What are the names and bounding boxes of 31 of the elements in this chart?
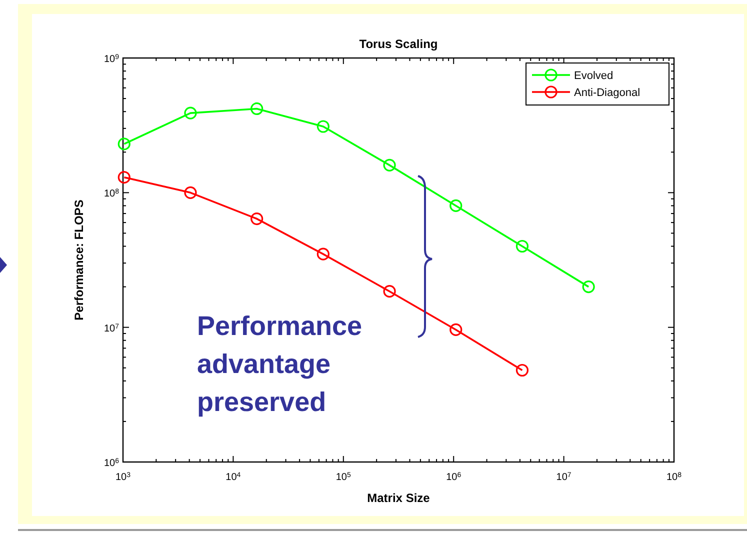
point bbox=[250, 212, 264, 226]
legend-label: Evolved bbox=[574, 70, 614, 82]
point bbox=[316, 120, 330, 133]
x-tick-label: 10$^{4}$ bbox=[226, 472, 241, 483]
y-tick-label: 10$^{7}$ bbox=[104, 322, 120, 334]
y-axis-title: Performance: FLOPS bbox=[72, 200, 86, 320]
point bbox=[582, 280, 595, 294]
point bbox=[516, 364, 529, 377]
point bbox=[450, 323, 462, 336]
point bbox=[184, 186, 197, 199]
x-axis-title: Matrix Size bbox=[367, 491, 430, 505]
point bbox=[450, 199, 462, 212]
point bbox=[250, 102, 264, 116]
point bbox=[118, 138, 130, 150]
legend-label: Anti-Diagonal bbox=[574, 87, 640, 99]
chart-title: Torus Scaling bbox=[359, 37, 438, 51]
y-tick-label: 10$^{8}$ bbox=[104, 188, 120, 200]
x-tick-label: 10$^{8}$ bbox=[666, 472, 682, 483]
point bbox=[516, 240, 529, 253]
point bbox=[118, 171, 130, 184]
y-tick-label: 10$^{6}$ bbox=[104, 458, 120, 469]
x-tick-label: 10$^{3}$ bbox=[115, 472, 131, 483]
y-tick-label: 10$^{9}$ bbox=[104, 54, 120, 65]
point bbox=[383, 285, 396, 298]
point bbox=[316, 248, 330, 260]
point bbox=[383, 158, 396, 172]
x-tick-label: 10$^{5}$ bbox=[336, 472, 352, 483]
x-tick-label: 10$^{6}$ bbox=[446, 472, 462, 483]
annotation: Performance advantage preserved bbox=[197, 311, 362, 417]
point bbox=[184, 106, 197, 120]
x-tick-label: 10$^{7}$ bbox=[556, 472, 572, 483]
